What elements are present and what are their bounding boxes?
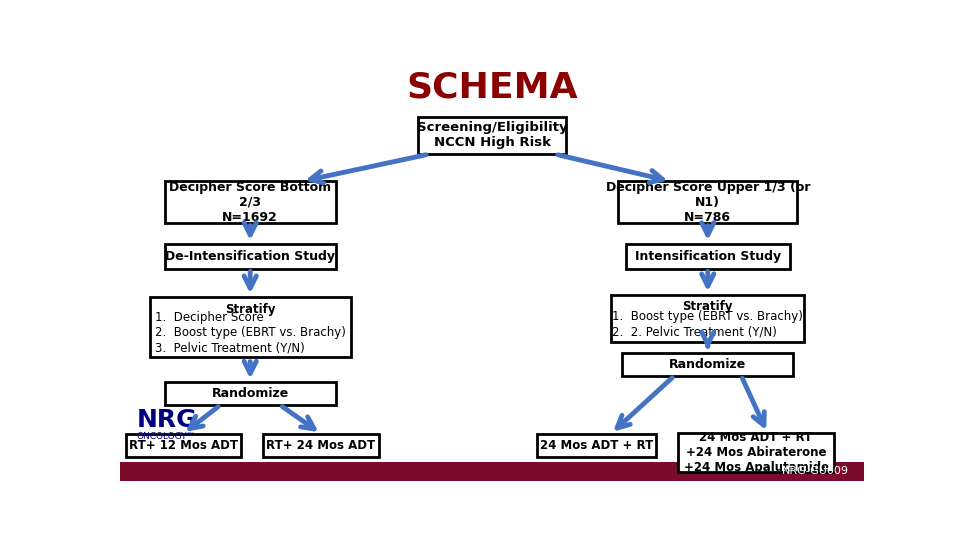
Text: NRG: NRG	[136, 408, 197, 433]
Text: Decipher Score Upper 1/3 (or
N1)
N=786: Decipher Score Upper 1/3 (or N1) N=786	[606, 180, 810, 224]
Text: Stratify: Stratify	[683, 300, 733, 313]
Text: RT+ 12 Mos ADT: RT+ 12 Mos ADT	[129, 439, 238, 452]
FancyBboxPatch shape	[622, 353, 793, 376]
Text: Screening/Eligibility
NCCN High Risk: Screening/Eligibility NCCN High Risk	[417, 122, 567, 150]
Text: Intensification Study: Intensification Study	[635, 249, 780, 262]
FancyBboxPatch shape	[611, 294, 804, 342]
Text: De-Intensification Study: De-Intensification Study	[165, 249, 335, 262]
Text: Stratify: Stratify	[225, 303, 276, 316]
FancyBboxPatch shape	[537, 434, 656, 457]
FancyBboxPatch shape	[678, 433, 834, 472]
FancyBboxPatch shape	[165, 382, 336, 404]
Text: SCHEMA: SCHEMA	[406, 71, 578, 105]
Text: NRG-GU009: NRG-GU009	[782, 467, 849, 476]
FancyBboxPatch shape	[263, 434, 378, 457]
Text: 24 Mos ADT + RT
+24 Mos Abiraterone
+24 Mos Apalutamide: 24 Mos ADT + RT +24 Mos Abiraterone +24 …	[684, 431, 828, 474]
FancyBboxPatch shape	[165, 181, 336, 223]
FancyBboxPatch shape	[626, 244, 789, 268]
Text: Randomize: Randomize	[669, 357, 746, 370]
FancyBboxPatch shape	[150, 296, 350, 357]
Text: 1.  Boost type (EBRT vs. Brachy)
2.  2. Pelvic Treatment (Y/N): 1. Boost type (EBRT vs. Brachy) 2. 2. Pe…	[612, 310, 804, 338]
FancyBboxPatch shape	[618, 181, 797, 223]
FancyBboxPatch shape	[418, 117, 566, 154]
Bar	[120, 462, 864, 481]
Text: Decipher Score Bottom
2/3
N=1692: Decipher Score Bottom 2/3 N=1692	[169, 180, 331, 224]
Text: 1.  Decipher Score
2.  Boost type (EBRT vs. Brachy)
3.  Pelvic Treatment (Y/N): 1. Decipher Score 2. Boost type (EBRT vs…	[155, 311, 346, 354]
Text: 24 Mos ADT + RT: 24 Mos ADT + RT	[540, 439, 653, 452]
Text: Randomize: Randomize	[211, 387, 289, 400]
FancyBboxPatch shape	[126, 434, 241, 457]
Text: RT+ 24 Mos ADT: RT+ 24 Mos ADT	[266, 439, 375, 452]
Text: ONCOLOGY™: ONCOLOGY™	[136, 433, 196, 441]
FancyBboxPatch shape	[165, 244, 336, 268]
